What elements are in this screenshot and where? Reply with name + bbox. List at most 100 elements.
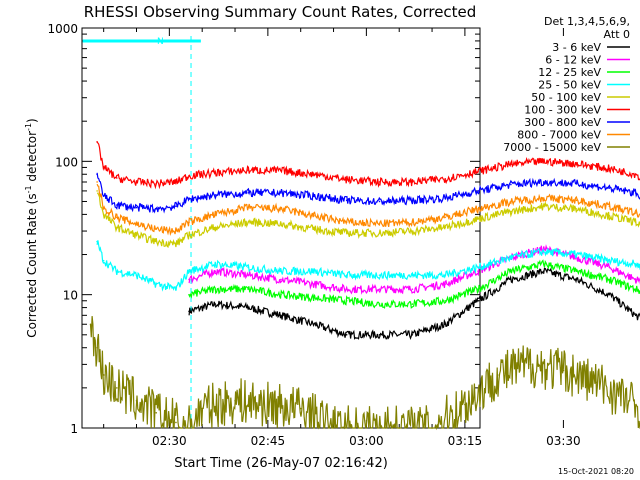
series-point (175, 243, 177, 245)
series-point (510, 200, 512, 203)
series-point (188, 221, 190, 223)
series-point (542, 205, 545, 208)
series-point (214, 226, 217, 229)
series-point (155, 208, 158, 210)
series-point (116, 204, 118, 206)
series-point (444, 177, 446, 180)
series-point (96, 181, 98, 183)
series-point (378, 274, 381, 276)
series-point (102, 195, 105, 197)
series-line-6 (96, 172, 640, 214)
series-point (634, 288, 637, 290)
series-point (575, 162, 578, 165)
series-point (155, 228, 158, 230)
series-point (313, 173, 315, 176)
series-point (102, 206, 105, 209)
series-point (188, 234, 190, 236)
series-point (575, 208, 578, 210)
legend-label: 50 - 100 keV (531, 91, 601, 104)
series-point (411, 274, 414, 276)
series-point (96, 173, 98, 176)
series-point (175, 288, 177, 290)
series-point (411, 230, 414, 232)
legend-header-attenuator: Att 0 (604, 28, 630, 41)
series-point (247, 169, 249, 171)
series-point (188, 310, 190, 313)
legend-label: 300 - 800 keV (524, 116, 601, 129)
series-point (477, 270, 479, 272)
series-point (477, 266, 479, 269)
series-point (608, 278, 611, 281)
series-line-8 (89, 316, 640, 431)
series-point (116, 387, 118, 389)
series-point (214, 172, 217, 174)
x-axis-label: Start Time (26-May-07 02:16:42) (174, 456, 388, 471)
series-line-2 (188, 259, 640, 309)
series-point (634, 278, 637, 281)
series-point (175, 181, 177, 183)
series-point (575, 253, 578, 256)
series-point (431, 427, 433, 429)
series-point (135, 181, 138, 183)
series-point (214, 263, 217, 265)
series-point (477, 218, 479, 220)
series-point (378, 288, 381, 290)
series-6 (96, 172, 640, 214)
y-tick-label: 100 (55, 155, 78, 169)
series-point (280, 192, 282, 194)
series-line-0 (188, 267, 640, 340)
series-point (398, 427, 401, 429)
series-point (155, 182, 158, 185)
series-point (608, 293, 611, 296)
y-tick-label: 1000 (47, 22, 78, 36)
series-point (464, 403, 466, 406)
chart-title: RHESSI Observing Summary Count Rates, Co… (84, 3, 477, 21)
series-point (280, 278, 282, 281)
series-point (247, 192, 249, 194)
series-point (214, 194, 217, 196)
series-point (234, 399, 236, 402)
series-point (345, 299, 348, 302)
series-point (313, 323, 315, 326)
series-point (345, 199, 348, 202)
series-point (155, 283, 158, 285)
series-point (155, 240, 158, 243)
series-4 (96, 190, 640, 248)
series-point (102, 213, 105, 216)
legend-label: 800 - 7000 keV (517, 129, 601, 142)
series-point (201, 407, 203, 410)
series-point (214, 213, 217, 216)
series-point (313, 283, 315, 285)
series-point (562, 369, 565, 372)
series-point (608, 266, 611, 269)
series-point (280, 223, 282, 225)
series-point (411, 303, 414, 305)
series-point (496, 374, 499, 376)
series-point (608, 187, 611, 189)
series-point (175, 205, 177, 208)
series-point (299, 407, 302, 410)
series-point (411, 334, 414, 336)
series-point (188, 293, 190, 296)
series-point (411, 221, 414, 223)
series-point (89, 323, 92, 326)
series-point (608, 215, 611, 217)
series-point (96, 346, 98, 349)
series-point (135, 223, 138, 225)
series-point (575, 199, 578, 202)
series-point (345, 274, 348, 276)
series-point (378, 334, 381, 336)
series-point (378, 181, 381, 183)
series-line-1 (188, 244, 640, 295)
series-point (214, 288, 217, 290)
series-point (634, 221, 637, 223)
series-point (247, 274, 249, 276)
legend-label: 12 - 25 keV (538, 66, 601, 79)
series-point (477, 190, 479, 192)
series-point (444, 226, 446, 229)
series-point (634, 192, 637, 194)
legend-label: 100 - 300 keV (524, 104, 601, 117)
series-point (634, 173, 637, 176)
